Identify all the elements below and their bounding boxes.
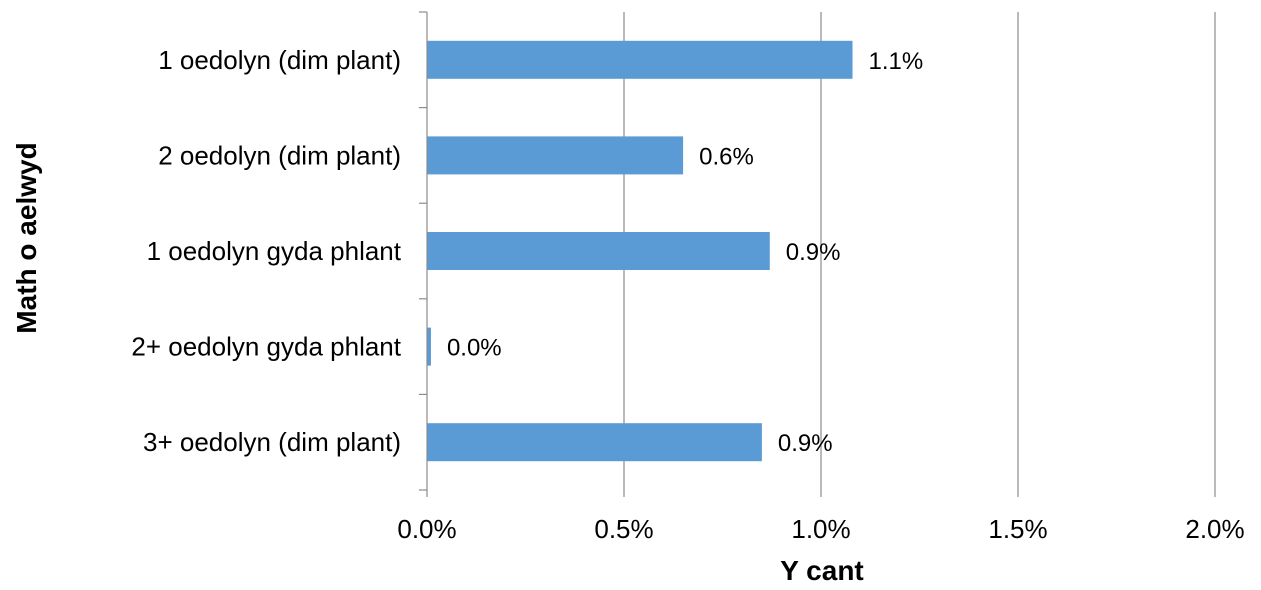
x-tick-label: 1.5% (988, 514, 1047, 544)
y-axis-title: Math o aelwyd (11, 142, 42, 333)
bar (427, 136, 684, 175)
labels: 0.0% 0.5% 1.0% 1.5% 2.0% 1 oedolyn (dim plant… (131, 45, 1244, 544)
category-label: 1 oedolyn (dim plant) (158, 45, 401, 75)
x-tick-label: 0.0% (397, 514, 456, 544)
bar (427, 232, 770, 270)
category-label: 3+ oedolyn (dim plant) (143, 427, 401, 457)
axes (419, 11, 1216, 497)
data-label: 0.9% (778, 430, 833, 457)
data-label: 0.9% (786, 239, 841, 266)
x-tick-label: 2.0% (1185, 514, 1244, 544)
x-tick-label: 1.0% (791, 514, 850, 544)
data-label: 0.0% (447, 335, 502, 362)
data-label: 0.6% (699, 143, 754, 170)
bar (427, 40, 853, 79)
x-axis-title: Y cant (780, 555, 864, 585)
category-label: 2 oedolyn (dim plant) (158, 140, 401, 170)
bar (427, 327, 431, 366)
x-tick-label: 0.5% (594, 514, 653, 544)
bars (427, 40, 853, 462)
data-label: 1.1% (869, 48, 924, 75)
category-label: 1 oedolyn gyda phlant (147, 236, 402, 266)
category-label: 2+ oedolyn gyda phlant (131, 332, 401, 362)
bar (427, 423, 762, 462)
